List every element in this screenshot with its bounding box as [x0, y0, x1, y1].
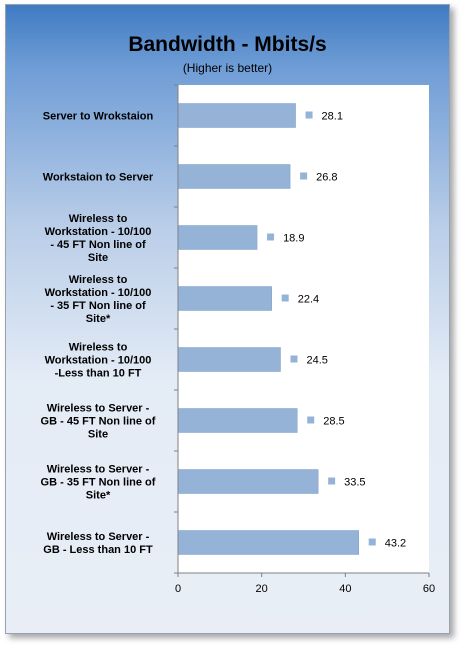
category-label: Wireless to Workstation - 10/100- 45 FT N… [45, 213, 152, 264]
bar [178, 225, 258, 250]
data-label: 33.5 [344, 477, 365, 489]
chart-title: Bandwidth - Mbits/s [128, 33, 327, 56]
category-label: Wireless to Server -GB - Less than 10 FT [43, 531, 153, 556]
data-label: 28.1 [322, 111, 343, 123]
value-marker [267, 233, 275, 241]
x-tick-label: 0 [175, 583, 181, 595]
value-marker [368, 538, 376, 546]
bar [178, 347, 281, 372]
value-marker [290, 355, 298, 363]
data-label: 26.8 [316, 172, 337, 184]
bar [178, 103, 296, 128]
x-tick-label: 60 [423, 583, 435, 595]
category-label: Server to Wrokstaion [43, 111, 154, 123]
value-marker [307, 416, 315, 424]
bar [178, 469, 319, 494]
data-label: 43.2 [385, 538, 406, 550]
x-tick-label: 20 [256, 583, 268, 595]
value-marker [300, 172, 308, 180]
chart-frame: Bandwidth - Mbits/s (Higher is better) 0… [5, 4, 450, 634]
category-label: Wireless to Workstation - 10/100 -Less tha… [45, 342, 152, 380]
bar [178, 408, 298, 433]
value-marker [281, 294, 289, 302]
category-label: Workstaion to Server [43, 172, 154, 184]
chart-subtitle: (Higher is better) [182, 61, 273, 75]
data-label: 28.5 [323, 416, 344, 428]
category-label: Wireless to Server -GB - 35 FT Non line … [41, 464, 156, 502]
value-marker [305, 111, 313, 119]
bar [178, 164, 291, 189]
bar [178, 530, 359, 555]
data-label: 24.5 [306, 355, 327, 367]
data-label: 22.4 [298, 294, 319, 306]
bar [178, 286, 272, 311]
x-tick-label: 40 [339, 583, 351, 595]
bar-chart: 0 20 40 60 28.1 Server to Wrokstaion 26.8 Works… [41, 84, 435, 595]
value-marker [328, 477, 336, 485]
data-label: 18.9 [283, 233, 304, 245]
category-label: Wireless to Workstation - 10/100- 35 FT N… [45, 274, 152, 325]
category-label: Wireless to Server -GB - 45 FT Non line … [41, 403, 156, 441]
